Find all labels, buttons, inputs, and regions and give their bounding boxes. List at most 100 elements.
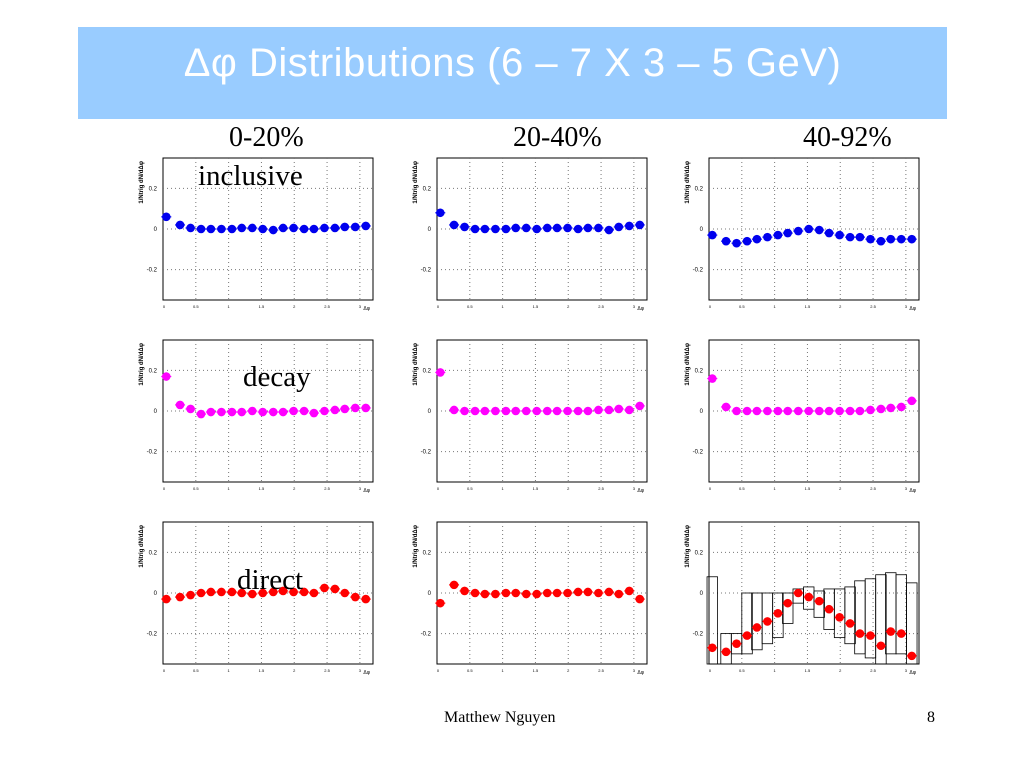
- data-point: [350, 592, 360, 602]
- data-point: [707, 230, 717, 240]
- xtick-label: 2.5: [870, 668, 876, 673]
- x-axis-label: Δφ: [909, 670, 916, 676]
- systematic-box: [906, 582, 918, 665]
- data-point: [824, 604, 834, 614]
- data-point: [186, 590, 195, 600]
- data-point: [583, 223, 593, 233]
- data-point: [763, 406, 772, 416]
- data-point: [435, 368, 445, 377]
- data-point: [217, 587, 226, 597]
- xtick-label: 2.5: [324, 304, 330, 309]
- ytick-label: 0: [154, 591, 158, 597]
- data-point: [604, 587, 614, 597]
- ytick-label: 0: [700, 227, 704, 233]
- y-axis-label: 1/Ntrig dN/dΔφ: [413, 342, 419, 385]
- data-point: [752, 623, 762, 632]
- ytick-label: 0: [428, 409, 432, 415]
- y-axis-label: 1/Ntrig dN/dΔφ: [139, 342, 145, 385]
- data-point: [855, 629, 865, 638]
- data-point: [707, 374, 717, 383]
- xtick-label: 2: [839, 486, 842, 491]
- column-label-40-92: 40-92%: [803, 122, 892, 153]
- panel-decay-2: -0.2 0 0.2 0 0.5 1 1.5 2 2.5 3 Δφ 1/Ntrig dN/dΔφ: [685, 339, 920, 494]
- panel-inclusive-0: -0.2 0 0.2 0 0.5 1 1.5 2 2.5 3 Δφ 1/Ntrig dN/dΔφ: [139, 157, 374, 312]
- xtick-label: 2.5: [598, 486, 604, 491]
- data-point: [289, 587, 298, 597]
- data-point: [635, 594, 645, 604]
- xtick-label: 0.5: [193, 304, 199, 309]
- data-point: [563, 588, 572, 598]
- ytick-label: 0.2: [423, 186, 432, 192]
- ytick-label: 0.2: [695, 368, 704, 374]
- data-point: [886, 627, 896, 636]
- data-point: [340, 404, 350, 414]
- xtick-label: 0: [163, 668, 166, 673]
- data-point: [320, 223, 329, 233]
- data-point: [299, 224, 309, 234]
- data-point: [742, 406, 752, 416]
- data-point: [470, 224, 480, 234]
- data-point: [707, 643, 717, 653]
- data-point: [491, 589, 500, 599]
- data-point: [824, 228, 834, 238]
- data-point: [237, 588, 247, 598]
- xtick-label: 1.5: [805, 486, 811, 491]
- data-point: [896, 402, 906, 412]
- xtick-label: 3: [633, 668, 636, 673]
- ytick-label: -0.2: [421, 632, 432, 638]
- xtick-label: 3: [359, 668, 362, 673]
- xtick-label: 1: [774, 304, 777, 309]
- data-point: [511, 223, 521, 233]
- data-point: [804, 592, 814, 602]
- data-point: [350, 222, 360, 232]
- xtick-label: 2.5: [870, 486, 876, 491]
- xtick-label: 0.5: [739, 486, 745, 491]
- data-point: [804, 224, 814, 234]
- data-point: [896, 234, 906, 244]
- data-point: [501, 588, 511, 598]
- xtick-label: 2: [567, 304, 570, 309]
- ytick-label: 0: [154, 227, 158, 233]
- data-point: [491, 224, 500, 234]
- xtick-label: 0.5: [467, 304, 473, 309]
- xtick-label: 0: [437, 486, 440, 491]
- data-point: [175, 400, 185, 410]
- data-point: [480, 406, 490, 416]
- data-point: [278, 586, 288, 596]
- data-point: [227, 224, 237, 234]
- data-point: [237, 407, 247, 417]
- data-point: [763, 617, 772, 626]
- column-label-20-40: 20-40%: [513, 122, 602, 153]
- data-point: [217, 407, 226, 417]
- ytick-label: -0.2: [421, 450, 432, 456]
- y-axis-label: 1/Ntrig dN/dΔφ: [413, 160, 419, 203]
- data-point: [361, 403, 371, 413]
- panel-direct-1: -0.2 0 0.2 0 0.5 1 1.5 2 2.5 3 Δφ 1/Ntrig dN/dΔφ: [413, 521, 648, 676]
- data-point: [583, 406, 593, 416]
- data-point: [175, 220, 185, 230]
- data-point: [460, 406, 469, 416]
- data-point: [320, 406, 329, 416]
- xtick-label: 1: [228, 486, 231, 491]
- data-point: [449, 580, 459, 590]
- xtick-label: 0: [709, 668, 712, 673]
- data-point: [470, 588, 480, 598]
- data-point: [460, 222, 469, 232]
- xtick-label: 1: [502, 304, 505, 309]
- data-point: [299, 587, 309, 597]
- data-point: [845, 619, 855, 628]
- data-point: [449, 405, 459, 415]
- title-bar: Δφ Distributions (6 – 7 X 3 – 5 GeV): [78, 27, 947, 119]
- x-axis-label: Δφ: [363, 670, 370, 676]
- x-axis-label: Δφ: [637, 670, 644, 676]
- xtick-label: 1: [502, 486, 505, 491]
- xtick-label: 2.5: [598, 304, 604, 309]
- panel-decay-1: -0.2 0 0.2 0 0.5 1 1.5 2 2.5 3 Δφ 1/Ntrig dN/dΔφ: [413, 339, 648, 494]
- xtick-label: 1: [228, 304, 231, 309]
- data-point: [573, 224, 583, 234]
- data-point: [742, 631, 752, 640]
- data-point: [876, 641, 886, 651]
- systematic-box: [813, 590, 825, 618]
- data-point: [732, 639, 741, 649]
- xtick-label: 0.5: [739, 668, 745, 673]
